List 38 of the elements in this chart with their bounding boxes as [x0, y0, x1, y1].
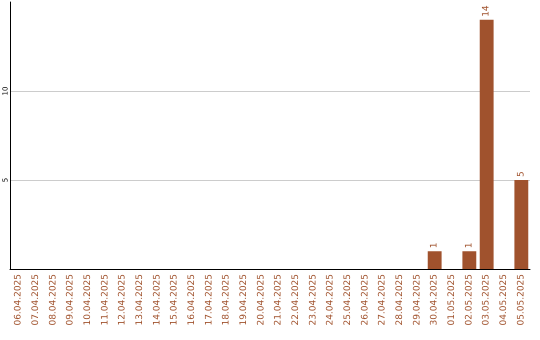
- x-tick-label: 16.04.2025: [187, 274, 197, 326]
- data-label: 1: [464, 242, 474, 248]
- x-tick-label: 28.04.2025: [395, 274, 405, 326]
- x-tick-label: 12.04.2025: [118, 274, 128, 326]
- data-label: 14: [482, 5, 492, 17]
- x-tick-label: 19.04.2025: [239, 274, 249, 326]
- bar: [480, 20, 494, 269]
- x-tick-label: 11.04.2025: [100, 274, 110, 326]
- x-tick-label: 13.04.2025: [135, 274, 145, 326]
- x-tick-label: 10.04.2025: [83, 274, 93, 326]
- bar: [428, 251, 442, 269]
- x-tick-label: 05.05.2025: [516, 274, 526, 326]
- x-tick-label: 26.04.2025: [360, 274, 370, 326]
- x-tick-label: 18.04.2025: [222, 274, 232, 326]
- bar: [514, 180, 528, 269]
- x-tick-label: 09.04.2025: [66, 274, 76, 326]
- x-tick-label: 04.05.2025: [499, 274, 509, 326]
- x-tick-label: 23.04.2025: [308, 274, 318, 326]
- bar: [462, 251, 476, 269]
- x-tick-label: 29.04.2025: [412, 274, 422, 326]
- x-tick-label: 03.05.2025: [482, 274, 492, 326]
- data-label: 5: [516, 171, 526, 177]
- x-tick-label: 22.04.2025: [291, 274, 301, 326]
- x-tick-label: 20.04.2025: [256, 274, 266, 326]
- x-tick-label: 06.04.2025: [14, 274, 24, 326]
- x-tick-label: 17.04.2025: [204, 274, 214, 326]
- data-label: 1: [430, 242, 440, 248]
- x-tick-label: 08.04.2025: [48, 274, 58, 326]
- x-tick-label: 25.04.2025: [343, 274, 353, 326]
- x-tick-label: 14.04.2025: [152, 274, 162, 326]
- x-tick-label: 30.04.2025: [430, 274, 440, 326]
- x-tick-label: 02.05.2025: [464, 274, 474, 326]
- x-tick-label: 27.04.2025: [378, 274, 388, 326]
- x-tick-label: 21.04.2025: [274, 274, 284, 326]
- x-tick-label: 07.04.2025: [31, 274, 41, 326]
- x-tick-label: 15.04.2025: [170, 274, 180, 326]
- x-tick-label: 01.05.2025: [447, 274, 457, 326]
- x-tick-label: 24.04.2025: [326, 274, 336, 326]
